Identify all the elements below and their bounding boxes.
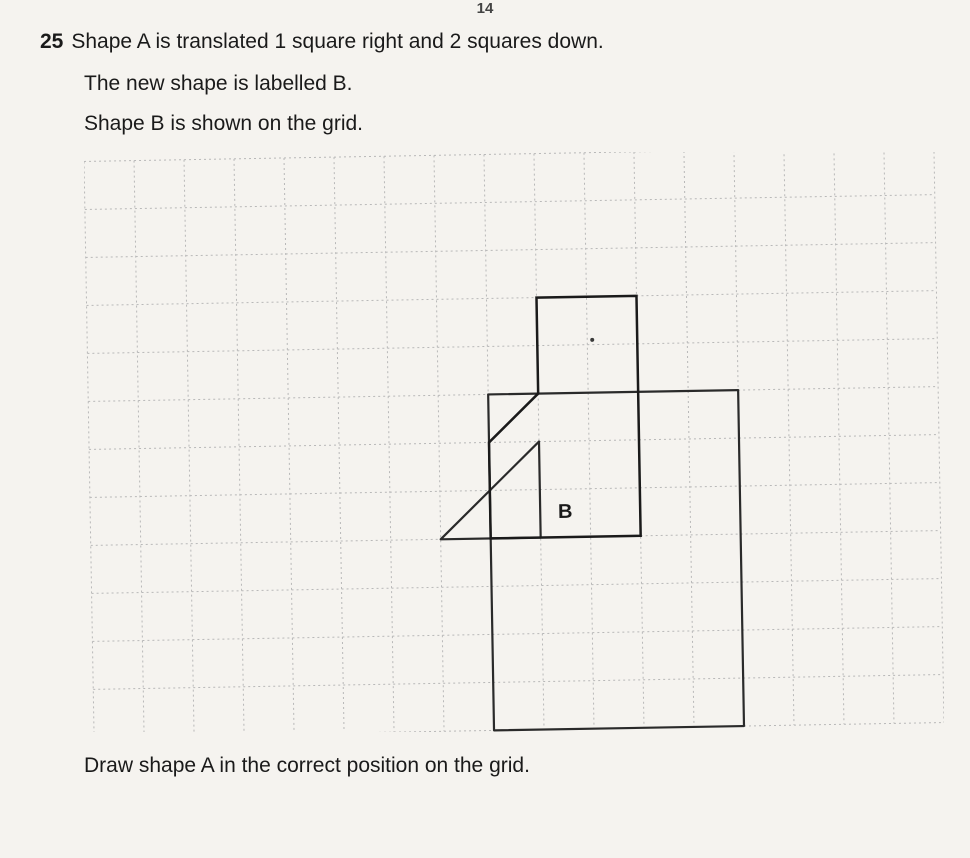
question-line-1: 25 Shape A is translated 1 square right a…: [40, 30, 930, 54]
page-number: 14: [477, 0, 494, 17]
grid-line-horizontal: [90, 483, 940, 498]
grid-line-vertical: [334, 157, 344, 732]
grid-line-vertical: [934, 152, 944, 723]
question-line-3: Shape B is shown on the grid.: [84, 112, 930, 136]
question-text-1: Shape A is translated 1 square right and…: [71, 30, 603, 53]
grid-line-horizontal: [87, 291, 937, 306]
instruction-text: Draw shape A in the correct position on …: [84, 754, 930, 778]
grid-line-horizontal: [86, 243, 936, 258]
grid-line-horizontal: [84, 152, 934, 161]
grid-line-vertical: [84, 161, 94, 732]
student-answer-rect: [488, 390, 744, 730]
grid-line-vertical: [784, 152, 794, 725]
worksheet-page: 14 25 Shape A is translated 1 square righ…: [0, 0, 970, 858]
grid-line-vertical: [134, 161, 144, 732]
grid-line-horizontal: [87, 339, 937, 354]
grid-line-horizontal: [85, 195, 935, 210]
stray-mark: [590, 338, 594, 342]
grid-line-horizontal: [92, 627, 942, 642]
question-number: 25: [40, 30, 63, 53]
grid-container: B: [84, 152, 944, 732]
grid-line-vertical: [284, 158, 294, 732]
grid-line-horizontal: [93, 675, 943, 690]
question-line-2: The new shape is labelled B.: [84, 72, 930, 96]
grid-line-vertical: [884, 152, 894, 723]
shape-b-label: B: [558, 501, 573, 523]
grid-line-vertical: [834, 152, 844, 724]
grid-line-horizontal: [89, 435, 939, 450]
grid-line-horizontal: [92, 579, 942, 594]
grid-svg: B: [84, 152, 944, 732]
grid-line-vertical: [184, 160, 194, 732]
grid-line-vertical: [234, 159, 244, 732]
